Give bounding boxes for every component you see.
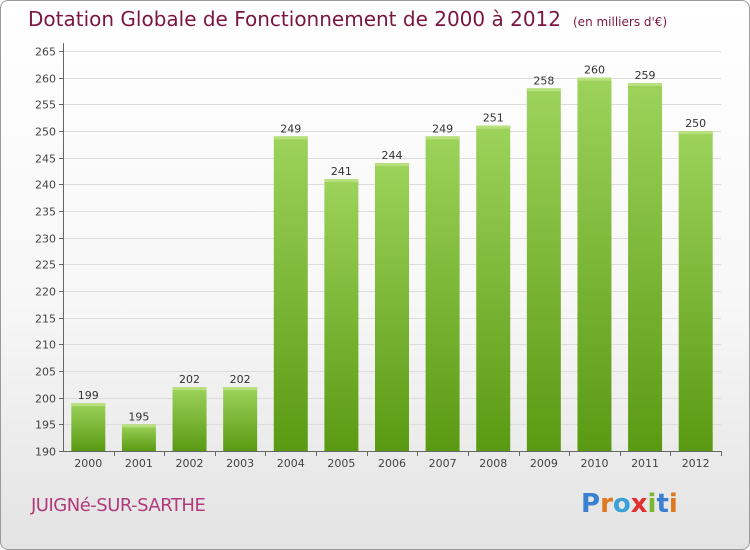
y-tick-label: 235 <box>35 206 56 219</box>
data-label-2008: 251 <box>483 112 504 125</box>
data-label-2010: 260 <box>584 64 605 77</box>
y-tick-label: 255 <box>35 99 56 112</box>
bar-highlight <box>375 163 409 166</box>
logo-letter: i <box>668 489 678 519</box>
x-tick-label-2002: 2002 <box>176 457 204 470</box>
bar-2009 <box>526 88 561 451</box>
bar-highlight <box>526 88 561 92</box>
y-tick-label: 245 <box>35 153 56 166</box>
bar-2005 <box>324 179 359 451</box>
labels: 190 195 200 205 210 215 220 225 230 235 240 245 250 2… <box>35 46 710 471</box>
data-label-2011: 259 <box>635 69 656 82</box>
data-label-2002: 202 <box>179 373 200 386</box>
x-tick-label-2009: 2009 <box>530 457 558 470</box>
commune-name: JUIGNé-SUR-SARTHE <box>31 495 206 516</box>
x-tick-label-2004: 2004 <box>277 457 305 470</box>
bar-2008 <box>476 125 511 452</box>
x-tick-label-2006: 2006 <box>378 457 406 470</box>
x-tick-label-2012: 2012 <box>682 457 710 470</box>
bar-2000 <box>71 403 106 451</box>
x-tick-label-2001: 2001 <box>125 457 153 470</box>
bar-highlight <box>678 131 713 134</box>
logo-letter: r <box>600 489 613 519</box>
bar-highlight <box>273 136 308 140</box>
y-tick-label: 260 <box>35 73 56 86</box>
bar-highlight <box>476 125 511 129</box>
chart-title-block: Dotation Globale de Fonctionnement de 20… <box>28 7 667 31</box>
bar-2004 <box>273 136 308 452</box>
logo-letter: P <box>581 489 601 519</box>
y-tick-label: 210 <box>35 339 56 352</box>
data-label-2001: 195 <box>128 410 149 423</box>
y-tick-label: 205 <box>35 366 56 379</box>
y-tick-label: 220 <box>35 286 56 299</box>
x-tick-label-2007: 2007 <box>429 457 457 470</box>
data-label-2006: 244 <box>382 149 403 162</box>
proxiti-logo: Proxiti <box>581 489 678 519</box>
bar-highlight <box>577 77 612 81</box>
bar-2007 <box>425 136 460 452</box>
y-tick-label: 200 <box>35 393 56 406</box>
bar-2010 <box>577 77 612 452</box>
data-label-2004: 249 <box>280 122 301 135</box>
bar-2001 <box>121 424 156 451</box>
data-label-2005: 241 <box>331 165 352 178</box>
x-tick-label-2011: 2011 <box>631 457 659 470</box>
bar-2012 <box>678 131 713 451</box>
bar-2003 <box>223 387 258 451</box>
chart-title: Dotation Globale de Fonctionnement de 20… <box>28 7 561 31</box>
logo-letter: i <box>647 489 657 519</box>
y-tick-label: 265 <box>35 46 56 59</box>
x-tick-label-2005: 2005 <box>327 457 355 470</box>
data-label-2012: 250 <box>685 117 706 130</box>
logo-letter: x <box>630 489 648 519</box>
bar-highlight <box>324 179 359 182</box>
data-label-2000: 199 <box>78 389 99 402</box>
x-tick-label-2000: 2000 <box>74 457 102 470</box>
y-tick-label: 230 <box>35 233 56 246</box>
bar-2011 <box>628 83 663 451</box>
bar-highlight <box>121 424 156 428</box>
bar-highlight <box>71 403 106 406</box>
x-tick-label-2003: 2003 <box>226 457 254 470</box>
y-tick-label: 225 <box>35 259 56 272</box>
x-tick-label-2008: 2008 <box>479 457 507 470</box>
data-label-2007: 249 <box>432 122 453 135</box>
bar-highlight <box>172 387 207 390</box>
data-label-2003: 202 <box>230 373 251 386</box>
bar-highlight <box>628 83 663 86</box>
logo-letter: o <box>612 489 631 519</box>
y-tick-label: 195 <box>35 419 56 432</box>
bars <box>71 77 713 452</box>
x-tick-label-2010: 2010 <box>580 457 608 470</box>
logo-letter: t <box>656 489 669 519</box>
bar-2006 <box>375 163 409 451</box>
axes <box>59 43 722 456</box>
y-tick-label: 250 <box>35 126 56 139</box>
bar-2002 <box>172 387 207 451</box>
data-label-2009: 258 <box>533 74 554 87</box>
y-tick-label: 240 <box>35 179 56 192</box>
y-tick-label: 215 <box>35 313 56 326</box>
bar-highlight <box>223 387 258 390</box>
y-tick-label: 190 <box>35 446 56 459</box>
bar-highlight <box>425 136 460 140</box>
chart-unit: (en milliers d'€) <box>573 15 668 29</box>
